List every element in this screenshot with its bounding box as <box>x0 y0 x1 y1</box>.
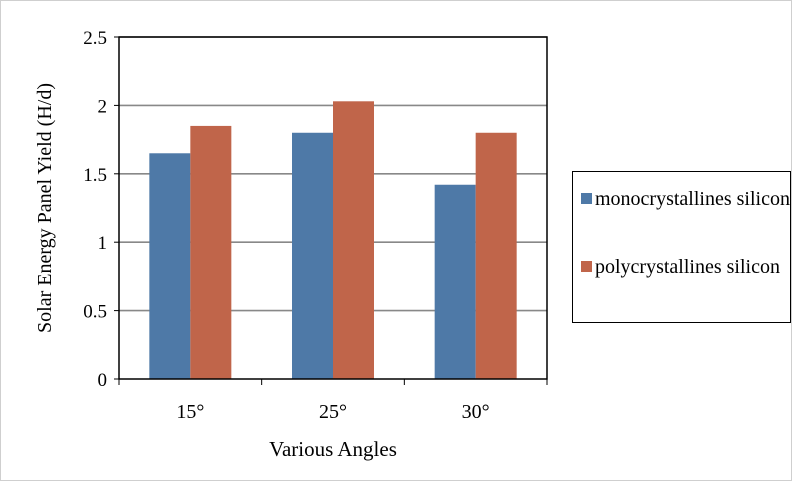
y-tick-label: 0 <box>98 370 108 391</box>
legend-swatch-monocrystalline <box>581 193 592 204</box>
bar-monocrystalline <box>434 184 476 379</box>
bars <box>149 101 517 380</box>
legend-label-monocrystalline: monocrystallines silicon <box>595 188 790 210</box>
bar-polycrystalline <box>475 132 517 379</box>
y-tick-labels: 0 0.5 1 1.5 2 2.5 <box>83 28 107 391</box>
y-tick-label: 2.5 <box>83 28 107 49</box>
x-tick-label: 25° <box>319 401 347 423</box>
plot-area-border <box>118 36 548 380</box>
x-tick-label: 30° <box>462 401 490 423</box>
legend: monocrystallines silicon polycrystalline… <box>572 171 791 323</box>
legend-label-polycrystalline: polycrystallines silicon <box>595 256 780 278</box>
bar-monocrystalline <box>149 153 191 379</box>
bar-polycrystalline <box>190 125 232 379</box>
bar-polycrystalline <box>333 101 374 380</box>
legend-swatch-polycrystalline <box>581 261 592 272</box>
x-axis-title: Various Angles <box>269 437 397 461</box>
bar-monocrystalline <box>292 132 333 379</box>
y-tick-label: 2 <box>98 96 108 117</box>
x-tick-label: 15° <box>176 401 204 423</box>
axes <box>114 36 548 385</box>
y-axis-title: Solar Energy Panel Yield (H/d) <box>34 83 56 333</box>
y-tick-label: 1.5 <box>83 165 107 186</box>
y-tick-label: 0.5 <box>83 302 107 323</box>
y-tick-label: 1 <box>98 233 108 254</box>
x-tick-labels: 15° 25° 30° <box>176 401 489 423</box>
